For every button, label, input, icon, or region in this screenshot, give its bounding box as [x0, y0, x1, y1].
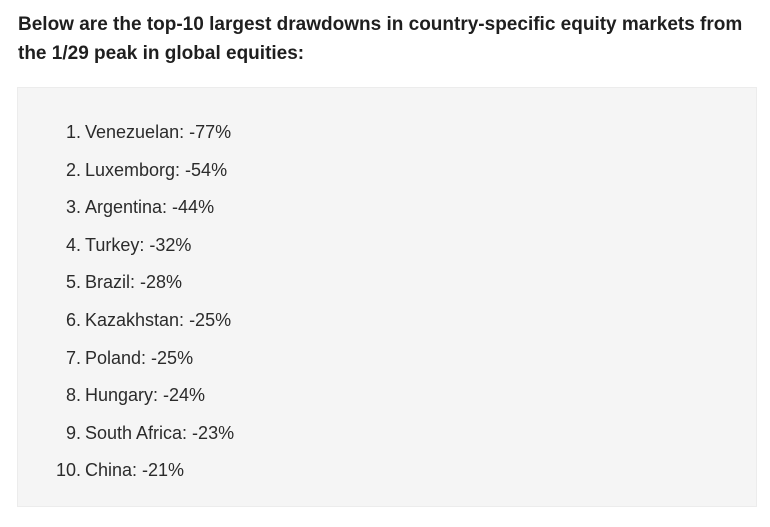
list-item-label: China: -21%	[85, 460, 185, 481]
drawdown-list: 1. Venezuelan: -77% 2. Luxemborg: -54% 3. A…	[18, 119, 756, 495]
list-item-label: South Africa: -23%	[85, 422, 235, 443]
list-item-number: 6.	[65, 309, 81, 330]
intro-paragraph: Below are the top-10 largest drawdowns i…	[18, 14, 743, 64]
list-item: 6. Kazakhstan: -25%	[18, 307, 756, 345]
list-item-number: 5.	[65, 272, 81, 293]
list-item: 10. China: -21%	[18, 457, 756, 495]
list-item-number: 1.	[65, 122, 81, 142]
list-item-number: 10.	[55, 460, 81, 481]
list-item-number: 7.	[65, 347, 81, 368]
list-item-label: Kazakhstan: -25%	[85, 309, 232, 330]
list-item-number: 4.	[65, 234, 81, 255]
list-item-label: Venezuelan: -77%	[85, 122, 232, 142]
list-item: 8. Hungary: -24%	[18, 382, 756, 420]
list-item: 2. Luxemborg: -54%	[18, 157, 756, 195]
list-item: 7. Poland: -25%	[18, 345, 756, 383]
drawdown-list-box: 1. Venezuelan: -77% 2. Luxemborg: -54% 3. A…	[17, 87, 757, 507]
list-item-label: Brazil: -28%	[85, 272, 183, 293]
list-item-label: Turkey: -32%	[85, 234, 192, 255]
list-item-label: Hungary: -24%	[85, 385, 206, 406]
list-item-label: Luxemborg: -54%	[85, 159, 228, 180]
list-item-label: Argentina: -44%	[85, 197, 215, 218]
list-item-number: 3.	[65, 197, 81, 218]
list-item: 9. South Africa: -23%	[18, 420, 756, 458]
list-item: 3. Argentina: -44%	[18, 194, 756, 232]
list-item-number: 2.	[65, 159, 81, 180]
list-item: 5. Brazil: -28%	[18, 269, 756, 307]
list-item: 1. Venezuelan: -77%	[18, 119, 756, 157]
list-item-label: Poland: -25%	[85, 347, 194, 368]
list-item: 4. Turkey: -32%	[18, 232, 756, 270]
list-item-number: 9.	[65, 422, 81, 443]
list-item-number: 8.	[65, 385, 81, 406]
